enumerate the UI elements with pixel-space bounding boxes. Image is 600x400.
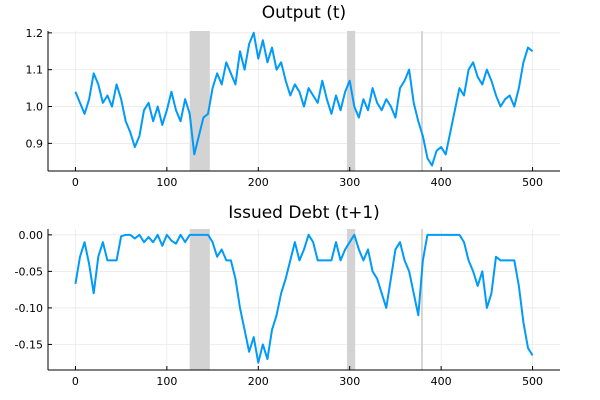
x-tick-label: 200 [248, 375, 269, 388]
y-tick-label: -0.05 [15, 265, 43, 278]
y-tick-label: 1.1 [26, 64, 44, 77]
x-tick-label: 100 [156, 375, 177, 388]
y-tick-label: 1.2 [26, 27, 44, 40]
shaded-region [189, 229, 210, 370]
shaded-region [346, 229, 356, 370]
issued-debt-plot: 0 100 200 300 400 500 0.00 -0.05 -0.10 -0.15 Issue… [15, 203, 560, 388]
x-tick-label: 300 [339, 176, 360, 189]
x-tick-label: 0 [72, 176, 79, 189]
chart-title: Issued Debt (t+1) [228, 203, 380, 223]
x-tick-label: 200 [248, 176, 269, 189]
y-tick-label: -0.10 [15, 302, 43, 315]
chart-title: Output (t) [262, 3, 346, 23]
x-tick-label: 0 [72, 375, 79, 388]
x-tick-label: 500 [522, 176, 543, 189]
series-line [74, 31, 534, 167]
shaded-region [421, 31, 423, 171]
y-tick-label: 0.00 [19, 229, 44, 242]
x-tick-label: 400 [431, 375, 452, 388]
shaded-region [346, 31, 356, 171]
shaded-region [421, 229, 423, 370]
shaded-region [189, 31, 210, 171]
output-plot: 0 100 200 300 400 500 0.9 1.0 1.1 1.2 Output (t) [26, 3, 560, 189]
series-line [74, 233, 534, 364]
y-tick-label: 0.9 [26, 137, 44, 150]
x-tick-label: 400 [431, 176, 452, 189]
y-tick-label: 1.0 [26, 101, 44, 114]
y-tick-label: -0.15 [15, 338, 43, 351]
x-tick-label: 500 [522, 375, 543, 388]
x-tick-label: 100 [156, 176, 177, 189]
x-tick-label: 300 [339, 375, 360, 388]
